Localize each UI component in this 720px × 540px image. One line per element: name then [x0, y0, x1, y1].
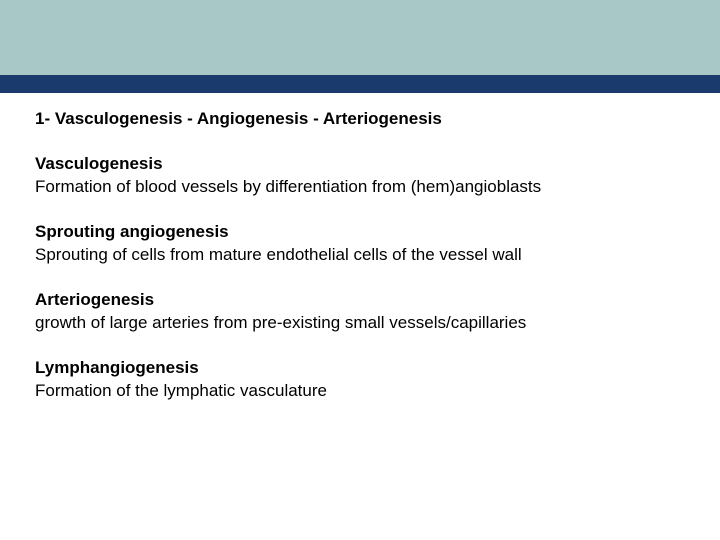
- section-vasculogenesis: Vasculogenesis Formation of blood vessel…: [35, 153, 685, 199]
- section-heading: Arteriogenesis: [35, 289, 685, 312]
- section-heading: Vasculogenesis: [35, 153, 685, 176]
- section-heading: Lymphangiogenesis: [35, 357, 685, 380]
- section-body: Formation of the lymphatic vasculature: [35, 380, 685, 403]
- header-color-band: [0, 0, 720, 75]
- section-arteriogenesis: Arteriogenesis growth of large arteries …: [35, 289, 685, 335]
- header-dark-stripe: [0, 75, 720, 93]
- section-body: Formation of blood vessels by differenti…: [35, 176, 685, 199]
- slide-content: 1- Vasculogenesis - Angiogenesis - Arter…: [0, 93, 720, 402]
- section-heading: Sprouting angiogenesis: [35, 221, 685, 244]
- section-sprouting-angiogenesis: Sprouting angiogenesis Sprouting of cell…: [35, 221, 685, 267]
- slide-title: 1- Vasculogenesis - Angiogenesis - Arter…: [35, 108, 685, 131]
- section-lymphangiogenesis: Lymphangiogenesis Formation of the lymph…: [35, 357, 685, 403]
- section-body: growth of large arteries from pre-existi…: [35, 312, 685, 335]
- section-body: Sprouting of cells from mature endotheli…: [35, 244, 685, 267]
